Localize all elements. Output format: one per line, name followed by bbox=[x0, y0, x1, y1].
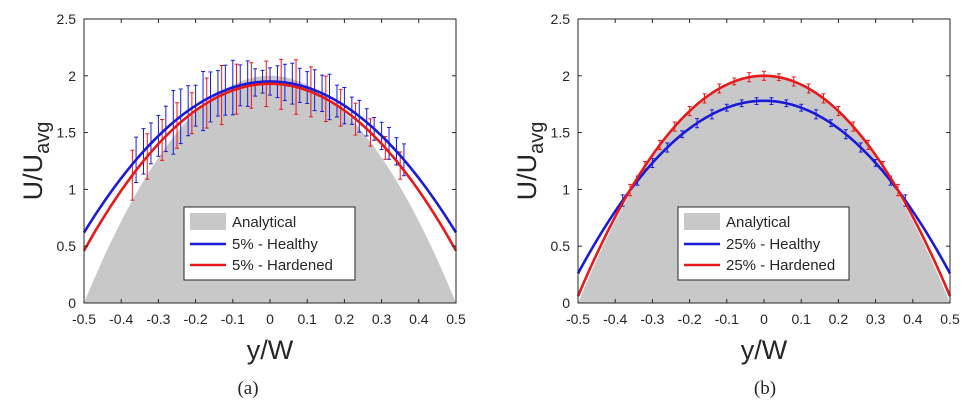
x-tick-label: 0.4 bbox=[409, 311, 429, 327]
x-tick-label: 0.5 bbox=[446, 311, 466, 327]
x-tick-label: 0.2 bbox=[829, 311, 849, 327]
y-tick-label: 1.5 bbox=[551, 125, 571, 141]
series-line-healthy bbox=[576, 99, 952, 275]
x-tick-label: 0 bbox=[760, 311, 768, 327]
x-tick-label: -0.5 bbox=[566, 311, 590, 327]
y-axis-label-subscript: avg bbox=[32, 122, 54, 154]
x-tick-label: -0.2 bbox=[678, 311, 702, 327]
x-tick-label: 0.4 bbox=[903, 311, 923, 327]
x-axis-label: y/W bbox=[247, 335, 294, 365]
x-tick-label: 0.1 bbox=[297, 311, 317, 327]
chart-panel-b: -0.5 -0.4 -0.3 -0.2 -0.1 0 0.1 0.2 0.3 0.4 0.5 0 0.5… bbox=[512, 11, 960, 399]
series-line-hardened bbox=[82, 82, 458, 252]
x-tick-label: 0.2 bbox=[335, 311, 355, 327]
x-axis-label: y/W bbox=[741, 335, 788, 365]
y-axis-label-subscript: avg bbox=[526, 122, 548, 154]
x-tick-label: -0.3 bbox=[146, 311, 170, 327]
y-tick-label: 1 bbox=[562, 181, 570, 197]
y-tick-label: 2.5 bbox=[551, 11, 571, 27]
x-tick-label: 0.3 bbox=[866, 311, 886, 327]
y-axis-label: U/Uavg bbox=[512, 122, 548, 201]
y-tick-label: 1 bbox=[68, 181, 76, 197]
legend-label-analytical: Analytical bbox=[232, 214, 296, 231]
y-axis-label: U/Uavg bbox=[18, 122, 54, 201]
x-tick-label: 0.5 bbox=[940, 311, 960, 327]
subfigure-label: (a) bbox=[237, 378, 258, 399]
y-tick-label: 2.5 bbox=[57, 11, 77, 27]
x-tick-label: -0.1 bbox=[715, 311, 739, 327]
x-tick-label: 0 bbox=[266, 311, 274, 327]
legend-label-healthy: 5% - Healthy bbox=[232, 236, 318, 253]
chart-panel-a: -0.5 -0.4 -0.3 -0.2 -0.1 0 0.1 0.2 0.3 0.4 0.5 0 0.5… bbox=[18, 11, 466, 399]
legend-label-analytical: Analytical bbox=[726, 214, 790, 231]
legend: Analytical 5% - Healthy 5% - Hardened bbox=[183, 206, 356, 281]
x-tick-label: -0.1 bbox=[221, 311, 245, 327]
x-tick-label: 0.3 bbox=[372, 311, 392, 327]
series-line-healthy bbox=[82, 80, 458, 234]
y-tick-label: 0.5 bbox=[551, 238, 571, 254]
y-axis-label-base: U/U bbox=[512, 154, 542, 201]
y-axis-label-base: U/U bbox=[18, 154, 48, 201]
legend-label-hardened: 5% - Hardened bbox=[232, 257, 333, 274]
x-tick-label: 0.1 bbox=[791, 311, 811, 327]
legend-swatch-analytical bbox=[190, 213, 226, 230]
legend-label-hardened: 25% - Hardened bbox=[726, 257, 835, 274]
x-tick-label: -0.3 bbox=[640, 311, 664, 327]
legend-swatch-analytical bbox=[684, 213, 720, 230]
y-tick-label: 0.5 bbox=[57, 238, 77, 254]
x-tick-label: -0.4 bbox=[109, 311, 133, 327]
y-tick-label: 1.5 bbox=[57, 125, 77, 141]
legend: Analytical 25% - Healthy 25% - Hardened bbox=[677, 206, 850, 281]
series-line-hardened bbox=[576, 74, 952, 297]
y-tick-label: 2 bbox=[68, 68, 76, 84]
y-tick-label: 0 bbox=[68, 295, 76, 311]
x-tick-label: -0.4 bbox=[603, 311, 627, 327]
legend-label-healthy: 25% - Healthy bbox=[726, 236, 821, 253]
subfigure-label: (b) bbox=[754, 378, 776, 399]
x-tick-label: -0.5 bbox=[72, 311, 96, 327]
x-tick-label: -0.2 bbox=[184, 311, 208, 327]
y-tick-label: 2 bbox=[562, 68, 570, 84]
y-tick-label: 0 bbox=[562, 295, 570, 311]
